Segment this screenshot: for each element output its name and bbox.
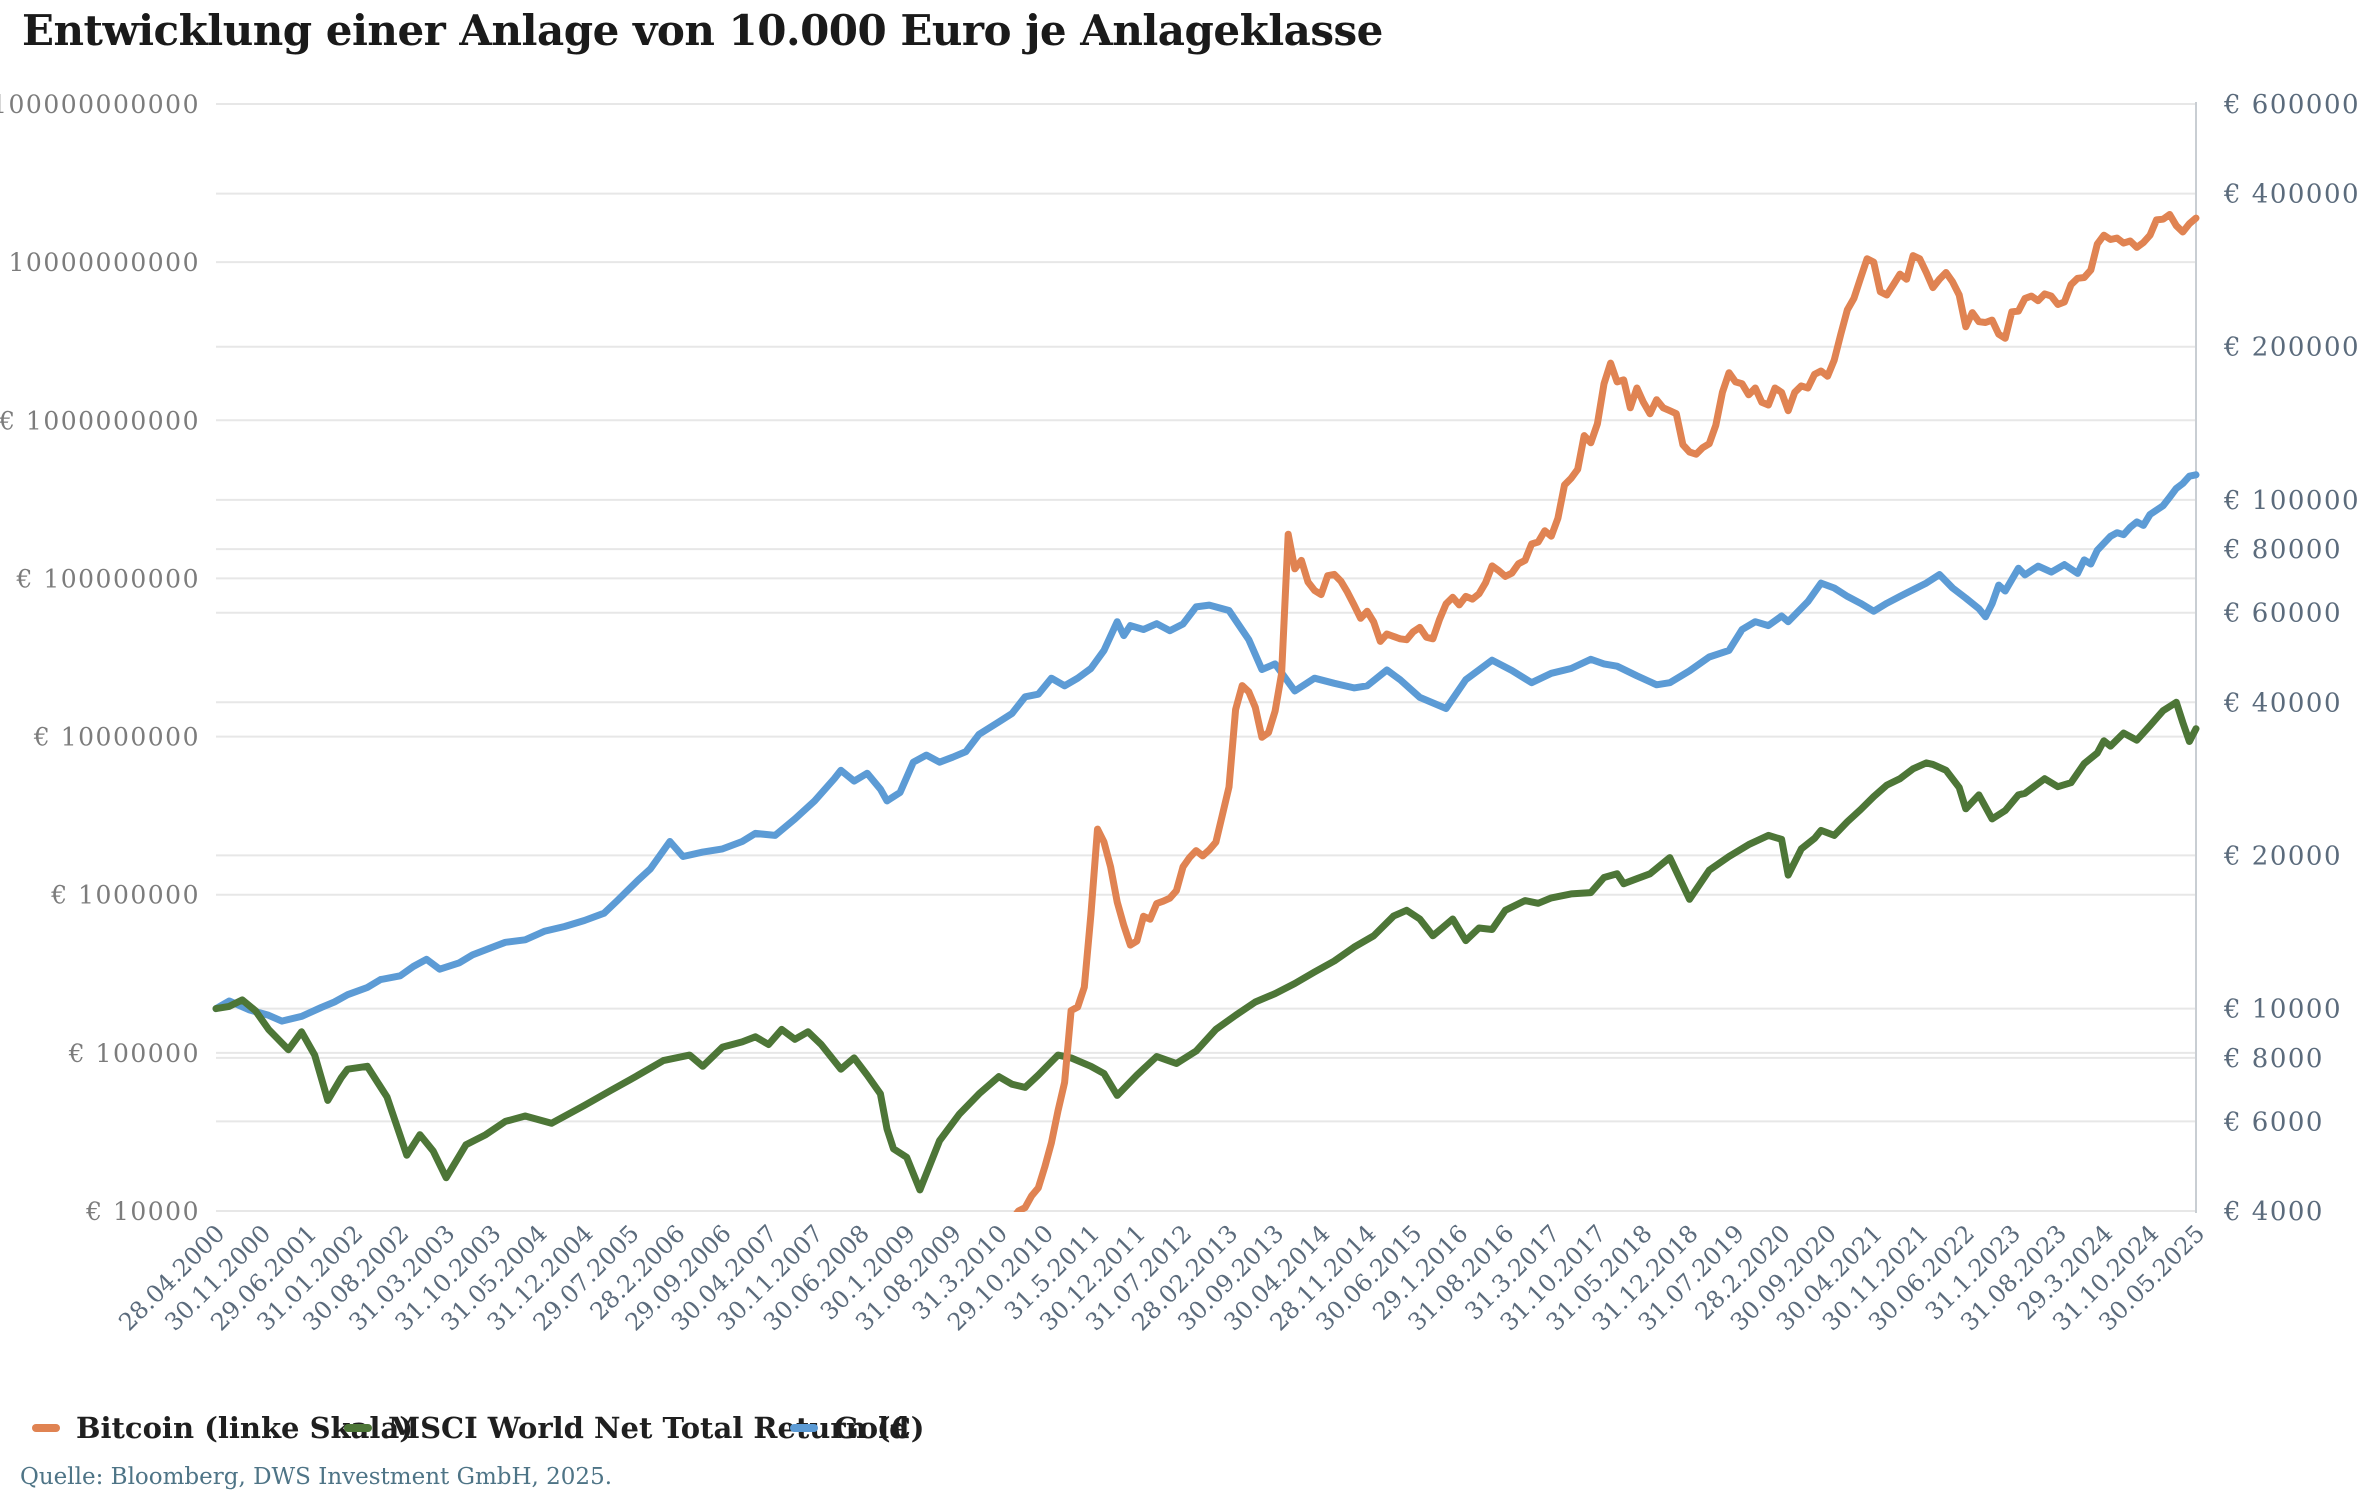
legend-swatch-msci-icon <box>344 1424 372 1432</box>
y-left-tick-label: € 1000000 <box>50 881 200 910</box>
y-right-tick-label: € 10000 <box>2223 995 2342 1025</box>
y-right-tick-label: € 600000 <box>2223 90 2360 120</box>
y-left-tick-label: € 100000000000 <box>0 90 200 119</box>
y-left-tick-label: € 10000000000 <box>0 248 200 277</box>
y-left-tick-label: € 10000 <box>85 1197 200 1226</box>
legend-item-msci: MSCI World Net Total Return (€) <box>344 1406 924 1450</box>
y-left-tick-label: € 100000 <box>68 1039 200 1068</box>
legend-swatch-gold-icon <box>790 1424 818 1432</box>
x-axis-labels: 28.04.200030.11.200029.06.200131.01.2002… <box>113 1219 2210 1336</box>
y-right-tick-label: € 20000 <box>2223 841 2342 871</box>
y-right-tick-label: € 400000 <box>2223 180 2360 210</box>
series-line-gold <box>212 471 2200 1025</box>
y-left-tick-label: € 1000000000 <box>0 406 200 435</box>
y-right-tick-label: € 200000 <box>2223 333 2360 363</box>
y-right-tick-label: € 80000 <box>2223 535 2342 565</box>
legend-swatch-bitcoin-icon <box>32 1424 60 1432</box>
y-left-tick-label: € 100000000 <box>15 564 200 593</box>
y-right-tick-label: € 6000 <box>2223 1107 2324 1137</box>
y-right-tick-label: € 100000 <box>2223 486 2360 516</box>
y-right-tick-label: € 40000 <box>2223 688 2342 718</box>
series-lines <box>212 211 2200 1212</box>
y-right-tick-label: € 8000 <box>2223 1044 2324 1074</box>
legend-label-gold: Gold <box>834 1411 910 1445</box>
y-right-tick-label: € 4000 <box>2223 1197 2324 1227</box>
y-left-tick-label: € 10000000 <box>33 723 200 752</box>
series-line-bitcoin <box>1013 211 2200 1212</box>
y-axis-right-labels: € 600000 € 400000 € 200000 € 100000 € 80000 €… <box>2223 90 2360 1227</box>
y-axis-left-labels: € 100000000000 € 10000000000 € 1000000000 €… <box>0 90 200 1226</box>
y-right-tick-label: € 60000 <box>2223 599 2342 629</box>
legend-item-gold: Gold <box>790 1406 909 1450</box>
source-note: Quelle: Bloomberg, DWS Investment GmbH, … <box>20 1464 613 1490</box>
legend-label-msci: MSCI World Net Total Return (€) <box>388 1411 925 1445</box>
gridlines <box>216 103 2196 1212</box>
series-line-msci <box>212 698 2200 1194</box>
chart-title: Entwicklung einer Anlage von 10.000 Euro… <box>22 6 1383 55</box>
